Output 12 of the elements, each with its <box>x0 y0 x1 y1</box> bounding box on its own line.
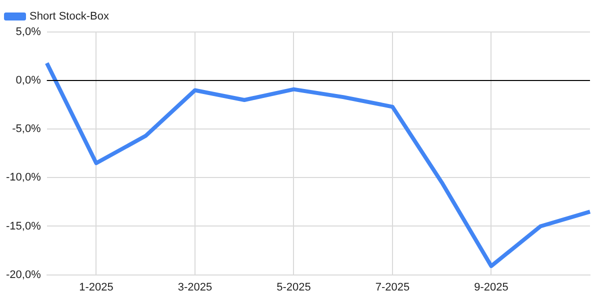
y-tick-label: 5,0% <box>16 26 42 38</box>
y-tick-label: 0,0% <box>16 74 42 87</box>
y-tick-label: -10,0% <box>6 172 42 184</box>
y-tick-label: -20,0% <box>6 268 42 281</box>
y-tick-label: -5,0% <box>12 123 42 136</box>
legend-label: Short Stock-Box <box>30 10 110 23</box>
x-tick-label: 9-2025 <box>474 281 508 294</box>
x-tick-label: 3-2025 <box>178 281 212 294</box>
x-tick-label: 5-2025 <box>276 281 311 294</box>
y-tick-label: -15,0% <box>6 220 42 232</box>
x-tick-label: 7-2025 <box>375 281 410 294</box>
x-tick-label: 1-2025 <box>79 281 114 294</box>
